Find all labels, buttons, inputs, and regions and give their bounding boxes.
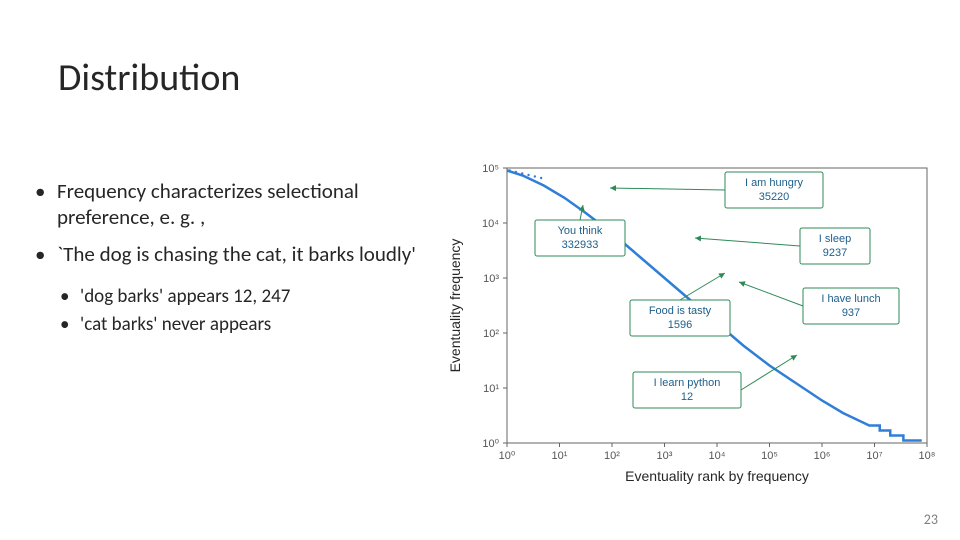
slide-title: Distribution — [58, 55, 240, 101]
svg-text:10²: 10² — [483, 328, 499, 340]
svg-text:Eventuality frequency: Eventuality frequency — [447, 239, 463, 373]
svg-text:10⁵: 10⁵ — [761, 450, 778, 462]
svg-text:10⁶: 10⁶ — [814, 450, 831, 462]
svg-text:I learn python: I learn python — [654, 377, 721, 389]
svg-text:937: 937 — [842, 307, 860, 319]
bullet-sub-2: 'cat barks' never appears — [35, 313, 435, 338]
svg-text:I am hungry: I am hungry — [745, 177, 804, 189]
svg-text:1596: 1596 — [668, 319, 692, 331]
svg-text:12: 12 — [681, 391, 693, 403]
svg-text:10⁴: 10⁴ — [482, 218, 499, 230]
svg-text:10¹: 10¹ — [552, 450, 568, 462]
text-column: Frequency characterizes selectional pref… — [35, 178, 435, 342]
svg-text:10⁰: 10⁰ — [482, 438, 499, 450]
svg-text:I sleep: I sleep — [819, 233, 851, 245]
svg-text:You think: You think — [558, 225, 603, 237]
svg-text:10⁷: 10⁷ — [866, 450, 882, 462]
svg-text:Eventuality rank by frequency: Eventuality rank by frequency — [625, 468, 809, 484]
svg-text:10⁴: 10⁴ — [709, 450, 726, 462]
page-number: 23 — [924, 511, 938, 528]
distribution-chart: Eventuality frequency Eventuality rank by… — [445, 160, 945, 490]
svg-text:10³: 10³ — [657, 450, 673, 462]
svg-text:Food is tasty: Food is tasty — [649, 305, 712, 317]
svg-text:10¹: 10¹ — [483, 383, 499, 395]
svg-text:I have lunch: I have lunch — [821, 293, 880, 305]
svg-text:35220: 35220 — [759, 191, 790, 203]
svg-text:10⁵: 10⁵ — [482, 163, 499, 175]
svg-text:10²: 10² — [604, 450, 620, 462]
svg-text:332933: 332933 — [562, 239, 599, 251]
svg-text:10³: 10³ — [483, 273, 499, 285]
bullet-sub-1: 'dog barks' appears 12, 247 — [35, 285, 435, 310]
svg-text:10⁰: 10⁰ — [499, 450, 516, 462]
svg-text:9237: 9237 — [823, 247, 847, 259]
svg-text:10⁸: 10⁸ — [919, 450, 936, 462]
bullet-main-2: `The dog is chasing the cat, it barks lo… — [35, 241, 435, 267]
bullet-main-1: Frequency characterizes selectional pref… — [35, 178, 435, 231]
